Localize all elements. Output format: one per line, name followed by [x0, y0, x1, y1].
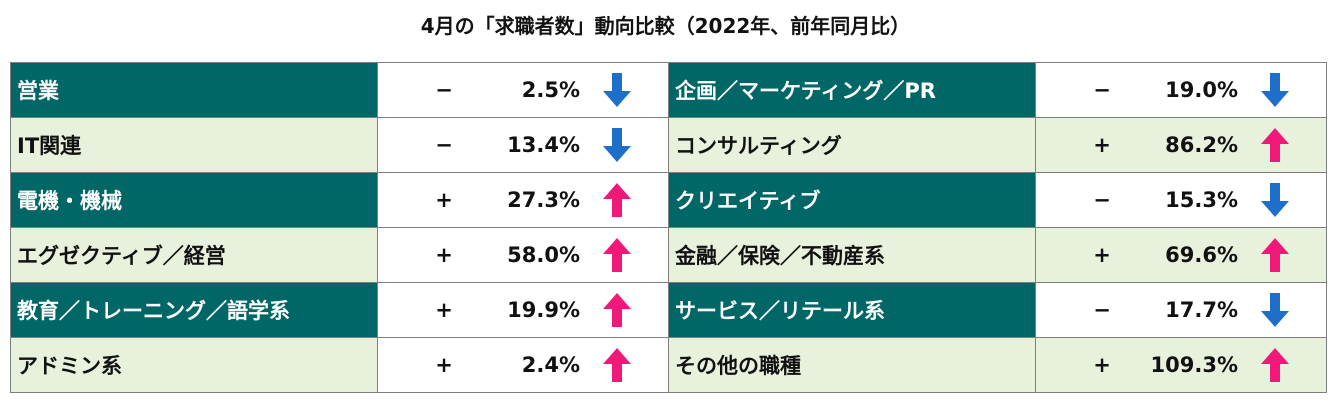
change-value: 17.7% — [1165, 298, 1238, 322]
change-value: 13.4% — [507, 133, 580, 157]
arrow-up-icon — [1260, 126, 1290, 164]
change-cell: − 2.5% — [377, 62, 669, 118]
arrow-down-icon — [602, 71, 632, 109]
change-value: 19.0% — [1165, 78, 1238, 102]
table-row: 電機・機械 +27.3% クリエイティブ −15.3% — [10, 172, 1327, 228]
table-row: 営業 − 2.5% 企画／マーケティング／PR − 19.0% — [10, 62, 1327, 118]
arrow-up-icon — [602, 236, 632, 274]
category-label: クリエイティブ — [668, 172, 1036, 228]
change-sign: + — [435, 298, 453, 322]
arrow-up-icon — [602, 291, 632, 329]
change-sign: − — [1093, 298, 1111, 322]
category-label: エグゼクティブ／経営 — [10, 227, 378, 283]
category-label: 金融／保険／不動産系 — [668, 227, 1036, 283]
change-cell: +86.2% — [1035, 117, 1327, 173]
change-cell: − 15.3% — [1035, 172, 1327, 228]
change-sign: + — [435, 243, 453, 267]
change-value: 58.0% — [507, 243, 580, 267]
arrow-down-icon — [602, 126, 632, 164]
category-label: コンサルティング — [668, 117, 1036, 173]
change-sign: − — [1093, 78, 1111, 102]
arrow-up-icon — [1260, 346, 1290, 384]
change-value: 15.3% — [1165, 188, 1238, 212]
change-sign: + — [435, 188, 453, 212]
arrow-down-icon — [1260, 181, 1290, 219]
change-sign: − — [435, 78, 453, 102]
arrow-up-icon — [602, 181, 632, 219]
change-cell: +109.3% — [1035, 337, 1327, 393]
change-cell: +2.4% — [377, 337, 669, 393]
change-cell: − 19.0% — [1035, 62, 1327, 118]
change-sign: + — [1093, 243, 1111, 267]
change-cell: +69.6% — [1035, 227, 1327, 283]
change-value: 2.4% — [521, 353, 580, 377]
category-label: 電機・機械 — [10, 172, 378, 228]
change-sign: + — [1093, 353, 1111, 377]
change-sign: − — [435, 133, 453, 157]
change-value: 69.6% — [1165, 243, 1238, 267]
arrow-up-icon — [1260, 236, 1290, 274]
category-label: 教育／トレーニング／語学系 — [10, 282, 378, 338]
category-label: その他の職種 — [668, 337, 1036, 393]
table-row: エグゼクティブ／経営 +58.0% 金融／保険／不動産系 +69.6% — [10, 227, 1327, 283]
change-sign: + — [1093, 133, 1111, 157]
category-label: サービス／リテール系 — [668, 282, 1036, 338]
arrow-down-icon — [1260, 291, 1290, 329]
change-value: 86.2% — [1165, 133, 1238, 157]
category-label: アドミン系 — [10, 337, 378, 393]
change-cell: +27.3% — [377, 172, 669, 228]
change-cell: − 13.4% — [377, 117, 669, 173]
change-value: 19.9% — [507, 298, 580, 322]
change-value: 2.5% — [521, 78, 580, 102]
change-cell: +19.9% — [377, 282, 669, 338]
table-row: 教育／トレーニング／語学系 +19.9% サービス／リテール系 −17.7% — [10, 282, 1327, 338]
change-sign: + — [435, 353, 453, 377]
category-label: 企画／マーケティング／PR — [668, 62, 1036, 118]
category-label: 営業 — [10, 62, 378, 118]
page-title: 4月の「求職者数」動向比較（2022年、前年同月比） — [420, 14, 911, 38]
arrow-up-icon — [602, 346, 632, 384]
change-cell: − 17.7% — [1035, 282, 1327, 338]
change-value: 27.3% — [507, 188, 580, 212]
comparison-table: 営業 − 2.5% 企画／マーケティング／PR − 19.0% IT関連 − 13.4% コンサル… — [10, 62, 1327, 393]
table-row: IT関連 −13.4% コンサルティング +86.2% — [10, 117, 1327, 173]
change-cell: +58.0% — [377, 227, 669, 283]
category-label: IT関連 — [10, 117, 378, 173]
table-row: アドミン系 +2.4% その他の職種 +109.3% — [10, 337, 1327, 393]
arrow-down-icon — [1260, 71, 1290, 109]
change-value: 109.3% — [1150, 353, 1238, 377]
change-sign: − — [1093, 188, 1111, 212]
